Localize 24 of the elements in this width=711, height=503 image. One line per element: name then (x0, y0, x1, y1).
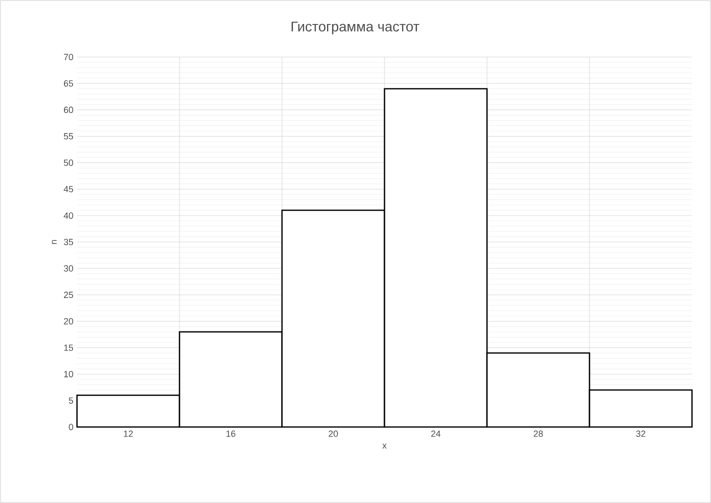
y-tick-label: 65 (64, 80, 74, 87)
x-tick-label: 16 (226, 430, 236, 437)
x-tick-label: 20 (328, 430, 338, 437)
y-tick-label: 45 (64, 186, 74, 192)
y-tick-label: 20 (64, 318, 74, 324)
y-tick-label: 40 (64, 212, 74, 219)
chart-title: Гистограмма частот (292, 22, 420, 34)
y-tick-label: 60 (64, 106, 74, 114)
y-tick-label: 30 (64, 265, 74, 272)
y-axis-title: n (52, 240, 57, 244)
y-tick-label: 25 (64, 292, 74, 298)
y-tick-label: 0 (68, 424, 74, 430)
x-tick-label: 28 (534, 430, 543, 437)
y-tick-label: 10 (64, 370, 74, 378)
y-tick-label: 35 (64, 238, 74, 246)
y-tick-label: 50 (64, 160, 74, 166)
y-tick-label: 15 (64, 344, 74, 351)
y-tick-label: 5 (68, 397, 74, 404)
x-axis-title: x (382, 444, 387, 448)
x-tick-label: 32 (636, 430, 646, 437)
x-tick-label: 12 (124, 430, 133, 437)
x-tick-label: 24 (431, 430, 440, 437)
y-tick-label: 55 (64, 133, 74, 140)
y-tick-label: 70 (64, 54, 74, 60)
